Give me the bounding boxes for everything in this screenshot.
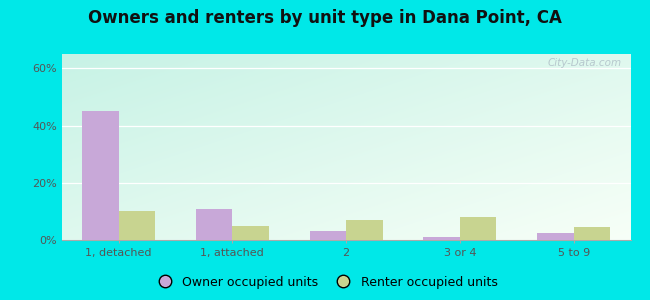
- Bar: [82, 111, 118, 240]
- Bar: [424, 237, 460, 240]
- Legend: Owner occupied units, Renter occupied units: Owner occupied units, Renter occupied un…: [148, 271, 502, 294]
- Bar: [460, 217, 497, 240]
- Bar: [573, 227, 610, 240]
- Bar: [233, 226, 269, 240]
- Bar: [118, 212, 155, 240]
- Text: City-Data.com: City-Data.com: [548, 58, 622, 68]
- Bar: [537, 233, 573, 240]
- Text: Owners and renters by unit type in Dana Point, CA: Owners and renters by unit type in Dana …: [88, 9, 562, 27]
- Bar: [310, 231, 346, 240]
- Bar: [196, 208, 233, 240]
- Bar: [346, 220, 382, 240]
